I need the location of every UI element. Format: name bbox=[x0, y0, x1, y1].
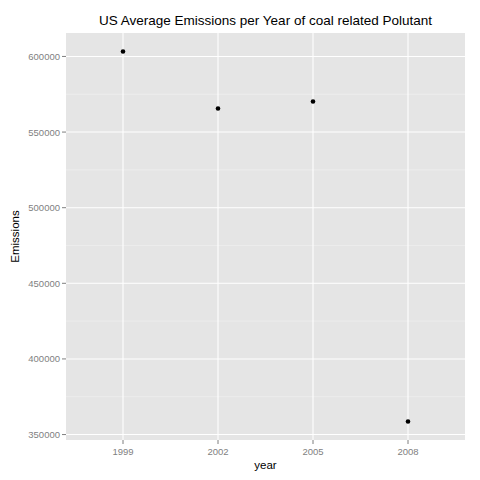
y-tick-label: 500000 bbox=[28, 202, 60, 213]
x-tick-label: 2002 bbox=[207, 446, 228, 457]
y-tick bbox=[62, 283, 66, 284]
y-tick-label: 350000 bbox=[28, 429, 60, 440]
x-tick bbox=[408, 440, 409, 444]
point bbox=[311, 99, 316, 104]
background bbox=[0, 0, 480, 480]
minor-grid bbox=[66, 169, 465, 170]
x-grid-line bbox=[122, 33, 123, 440]
y-tick-label: 450000 bbox=[28, 278, 60, 289]
grid-line bbox=[66, 132, 465, 133]
minor-grid bbox=[66, 94, 465, 95]
x-tick bbox=[123, 440, 124, 444]
title: US Average Emissions per Year of coal re… bbox=[99, 13, 432, 28]
y-tick-label: 400000 bbox=[28, 353, 60, 364]
y-tick bbox=[62, 434, 66, 435]
minor-grid bbox=[66, 396, 465, 397]
minor-grid bbox=[66, 321, 465, 322]
y-tick bbox=[62, 132, 66, 133]
y-tick bbox=[62, 56, 66, 57]
chart: 350000 400000 450000 500000 550000 600000 1999… bbox=[0, 0, 480, 480]
x-grid-line bbox=[407, 33, 408, 440]
points bbox=[121, 49, 411, 424]
x-tick bbox=[218, 440, 219, 444]
x-tick-label: 2005 bbox=[302, 446, 323, 457]
point bbox=[216, 106, 221, 111]
x-tick-label: 1999 bbox=[112, 446, 133, 457]
grid-line bbox=[66, 434, 465, 435]
point bbox=[121, 49, 126, 54]
panel bbox=[66, 33, 465, 440]
y-tick bbox=[62, 207, 66, 208]
minor-grid bbox=[66, 245, 465, 246]
x-grid-line bbox=[312, 33, 313, 440]
y-tick bbox=[62, 358, 66, 359]
grid-line bbox=[66, 56, 465, 57]
grid-line bbox=[66, 358, 465, 359]
y-axis-label: Emissions bbox=[9, 210, 21, 263]
y-tick-label: 550000 bbox=[28, 127, 60, 138]
x-tick bbox=[313, 440, 314, 444]
point bbox=[406, 419, 411, 424]
x-axis-label: year bbox=[254, 459, 277, 471]
x-grid-line bbox=[217, 33, 218, 440]
x-tick-label: 2008 bbox=[397, 446, 418, 457]
grid-line bbox=[66, 207, 465, 208]
grid-line bbox=[66, 283, 465, 284]
y-tick-label: 600000 bbox=[28, 51, 60, 62]
